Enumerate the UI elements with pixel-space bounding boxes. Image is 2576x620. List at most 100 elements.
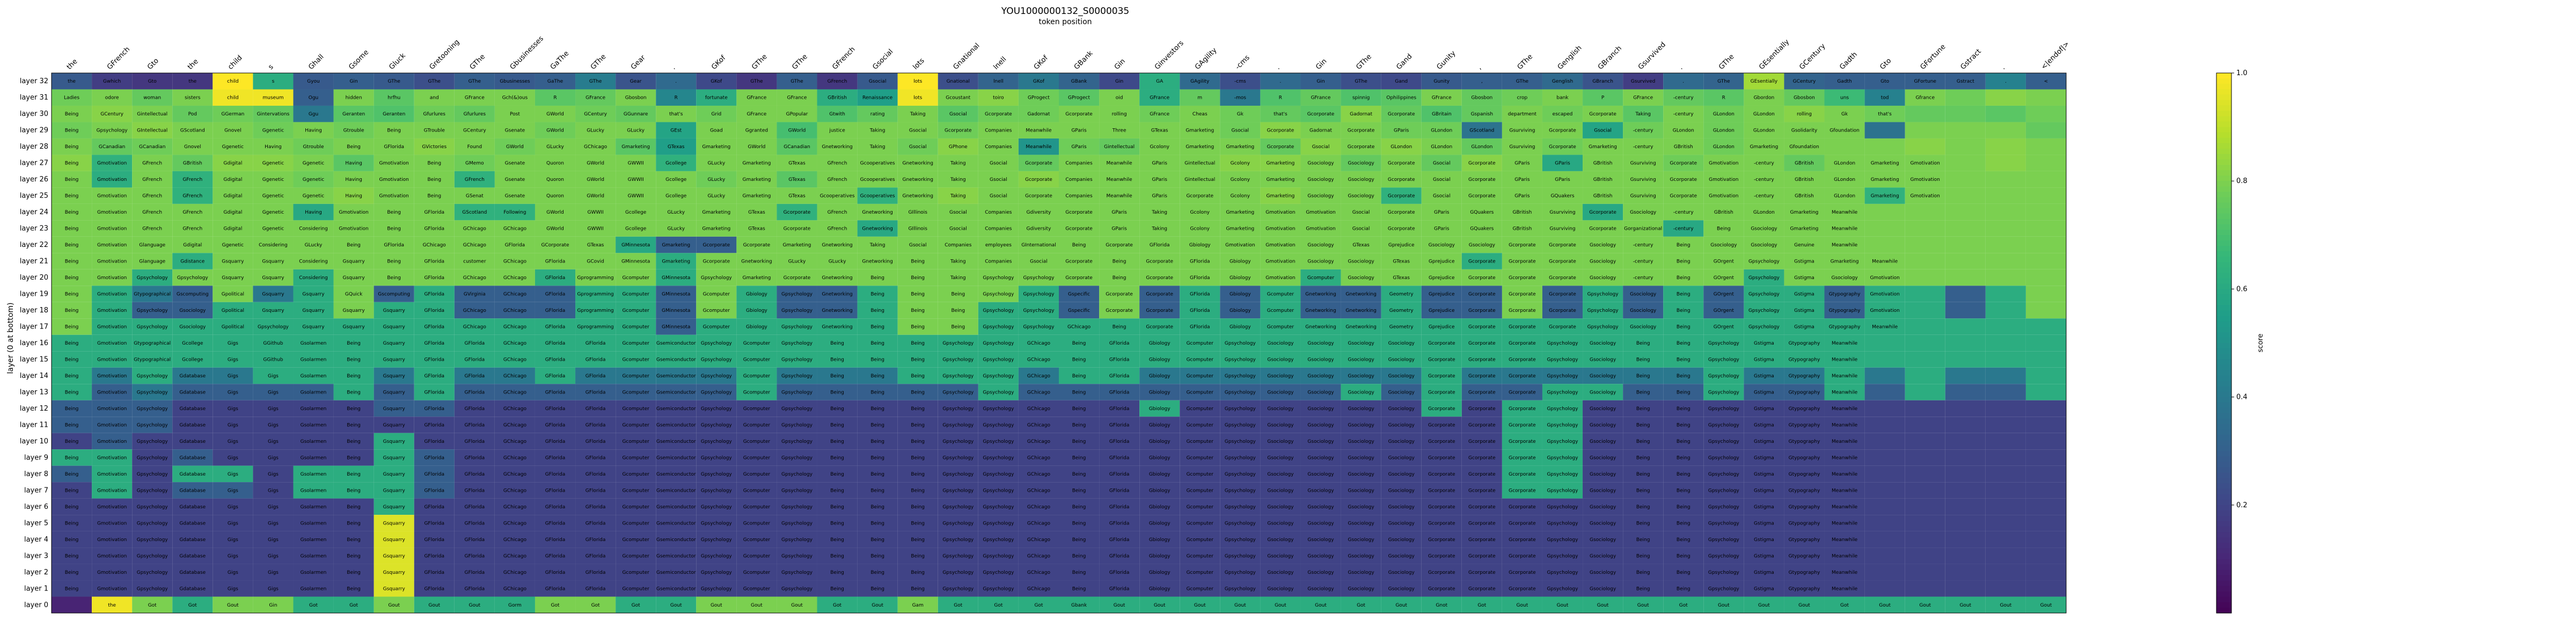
cell-label: Gdatabase <box>179 553 206 559</box>
heatmap-cell <box>575 548 616 564</box>
heatmap-cell <box>535 318 576 335</box>
cell-label: GFlorida <box>424 390 444 395</box>
heatmap-cell <box>696 417 737 433</box>
cell-label: GFlorida <box>545 422 566 428</box>
heatmap-cell <box>293 400 334 417</box>
heatmap-cell <box>1502 138 1542 155</box>
cell-label: Gmotivation <box>1911 177 1940 183</box>
heatmap-cell <box>1018 155 1059 171</box>
x-tick-label: Gadth <box>1838 50 1859 71</box>
heatmap-cell <box>52 417 92 433</box>
x-axis-label: token position <box>1038 18 1092 26</box>
heatmap-cell <box>1461 515 1502 531</box>
colorbar-segment <box>2216 137 2231 144</box>
heatmap-cell <box>1905 286 1945 302</box>
heatmap-cell <box>978 465 1019 483</box>
heatmap-cell <box>1300 498 1341 515</box>
cell-label: Gcomputer <box>1267 308 1294 313</box>
cell-label: Three <box>1112 128 1126 134</box>
heatmap-cell <box>1139 187 1180 204</box>
heatmap-cell <box>414 449 455 466</box>
heatmap-cell <box>213 433 253 450</box>
heatmap-cell <box>978 236 1019 253</box>
heatmap-cell <box>857 105 898 122</box>
heatmap-cell <box>535 482 576 499</box>
cell-label: GGithub <box>263 341 283 346</box>
y-tick-label: layer 4 <box>24 536 48 544</box>
heatmap-cell <box>1421 236 1462 253</box>
heatmap-cell <box>1502 498 1542 515</box>
cell-label: Gpsychology <box>701 275 733 281</box>
cell-label: toiro <box>993 96 1004 101</box>
cell-label: Gcorporate <box>1428 357 1455 362</box>
cell-label: Gmotivation <box>97 505 127 510</box>
heatmap-cell <box>2025 531 2066 548</box>
heatmap-cell <box>374 286 414 302</box>
cell-label: Being <box>387 128 401 134</box>
cell-label: GChicago <box>1027 570 1051 575</box>
x-tick-label: Gsurvived <box>1637 41 1667 71</box>
heatmap-cell <box>374 73 414 90</box>
heatmap-cell <box>817 334 858 352</box>
cell-label: Gmotivation <box>97 406 127 412</box>
heatmap-cell <box>1703 482 1744 499</box>
heatmap-cell <box>132 351 173 368</box>
heatmap-cell <box>938 548 978 564</box>
heatmap-cell <box>656 187 697 204</box>
heatmap-cell <box>172 155 213 171</box>
cell-label: Gsociology <box>1388 455 1415 461</box>
cell-label: Gout <box>1758 603 1770 608</box>
heatmap-cell <box>494 351 535 368</box>
heatmap-cell <box>1583 220 1623 237</box>
heatmap-cell <box>1703 596 1744 613</box>
cell-label: Gpsychology <box>781 488 813 493</box>
heatmap-cell <box>616 498 656 515</box>
cell-label: GFlorida <box>465 422 485 428</box>
heatmap-cell <box>656 220 697 237</box>
cell-label: Gsquarry <box>302 308 325 313</box>
heatmap-cell <box>1341 384 1381 400</box>
heatmap-cell <box>1018 531 1059 548</box>
cell-label: GFrench <box>142 161 162 166</box>
cell-label: Gmotivation <box>97 341 127 346</box>
heatmap-cell <box>736 515 777 531</box>
cell-label: Gsquarry <box>383 586 406 592</box>
cell-label: Gnetworking <box>822 292 852 297</box>
heatmap-cell <box>454 334 495 352</box>
cell-label: GFlorida <box>424 521 444 526</box>
heatmap-cell <box>1461 171 1502 188</box>
cell-label: Gmotivation <box>97 570 127 575</box>
heatmap-cell <box>1945 498 1986 515</box>
heatmap-cell <box>1260 253 1301 269</box>
heatmap-cell <box>696 367 737 384</box>
heatmap-cell <box>1381 515 1422 531</box>
x-tick-label: GaThe <box>549 49 570 71</box>
heatmap-cell <box>1542 286 1583 302</box>
heatmap-cell <box>2025 482 2066 499</box>
cell-label: GChicago <box>463 308 487 313</box>
cell-label: GChicago <box>463 275 487 281</box>
heatmap-cell <box>1905 269 1945 286</box>
heatmap-cell <box>1623 203 1664 221</box>
cell-label: GFrench <box>828 79 847 84</box>
cell-label: Gsurvived <box>1631 79 1655 84</box>
heatmap-cell <box>1905 122 1945 138</box>
cell-label: Geometry <box>1389 325 1414 330</box>
heatmap-cell <box>172 515 213 531</box>
y-axis-label: layer (0 at bottom) <box>6 302 15 374</box>
heatmap-cell <box>817 236 858 253</box>
cell-label: Gcorporate <box>1106 243 1133 248</box>
cell-label: Gsolarmen <box>301 472 327 477</box>
colorbar-segment <box>2216 267 2231 273</box>
cell-label: Gcorporate <box>1146 275 1173 281</box>
cell-label: Gnot <box>1436 603 1447 608</box>
cell-label: GLucky <box>546 144 564 150</box>
cell-label: Being <box>65 406 79 412</box>
heatmap-cell <box>1139 417 1180 433</box>
heatmap-cell <box>414 384 455 400</box>
cell-label: Gsociology <box>1388 521 1415 526</box>
cell-label: GParis <box>1152 161 1167 166</box>
heatmap-cell <box>1663 105 1704 122</box>
cell-label: Gmarketing <box>1871 194 1899 199</box>
cell-label: Gdatabase <box>179 455 206 461</box>
